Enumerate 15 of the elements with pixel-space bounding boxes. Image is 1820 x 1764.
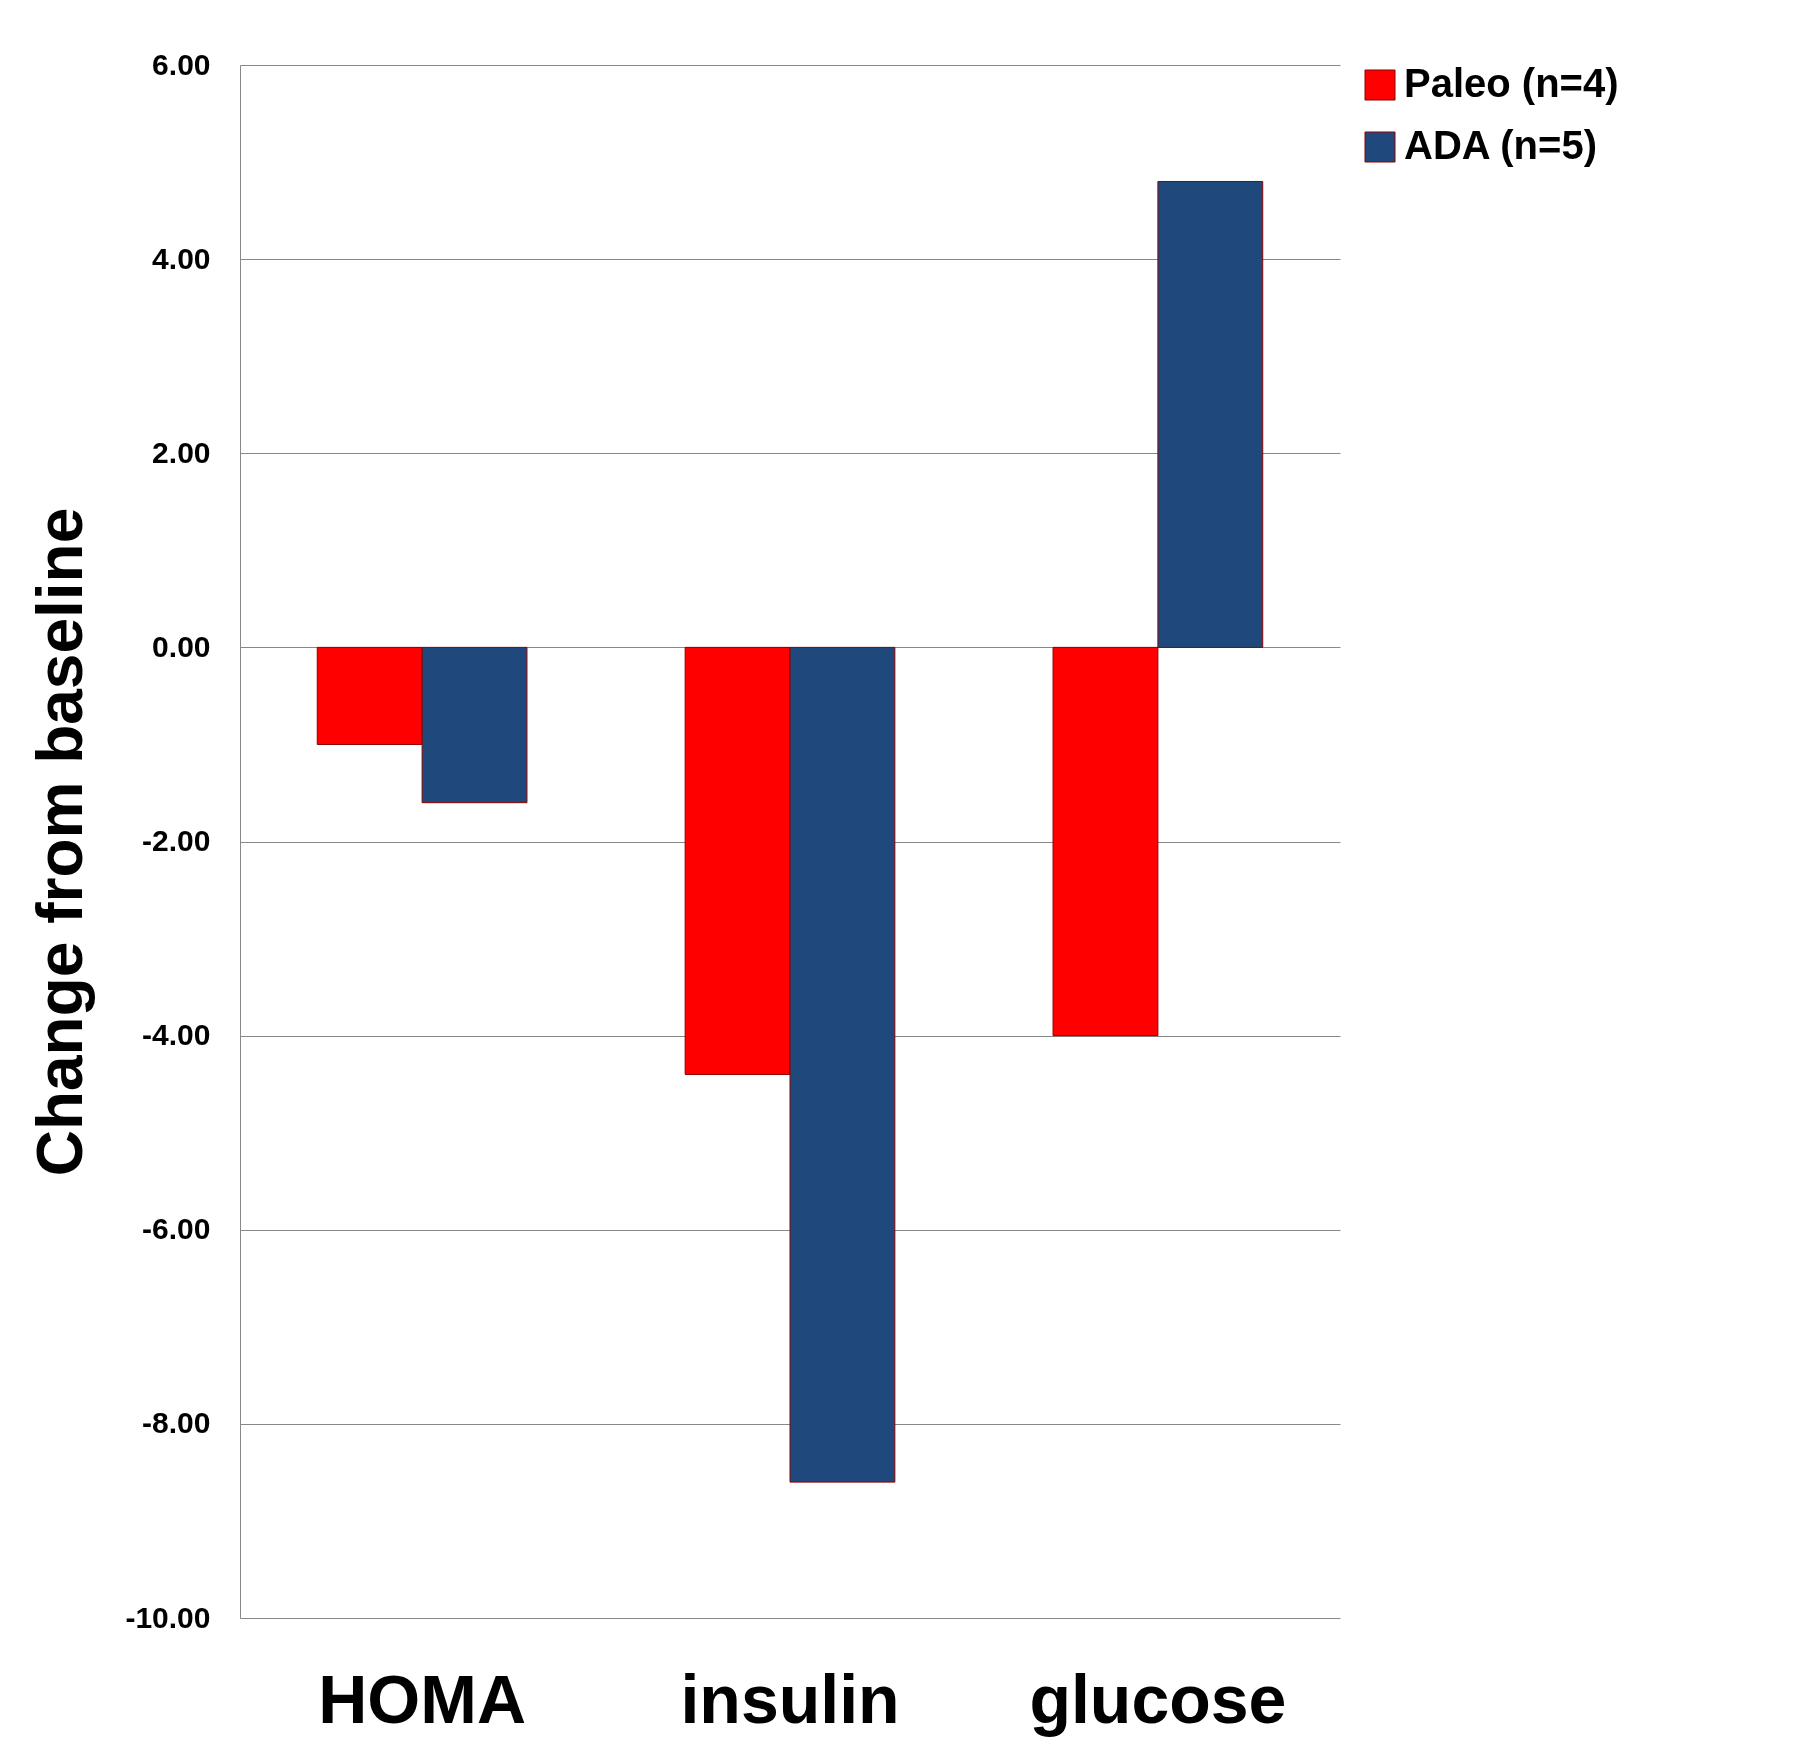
y-tick-label: 4.00 [152,241,211,275]
y-tick-label: 0.00 [152,629,211,663]
y-tick-label: -8.00 [142,1406,211,1440]
legend-label: Paleo (n=4) [1404,61,1619,105]
y-tick-label: -6.00 [142,1212,211,1246]
y-tick-label: -10.00 [125,1600,211,1634]
x-tick-label: glucose [1029,1660,1287,1737]
y-tick-label: 6.00 [152,47,211,81]
y-tick-label: -4.00 [142,1018,211,1052]
y-tick-label: -2.00 [142,824,211,857]
x-tick-label: insulin [680,1660,900,1737]
legend-label: ADA (n=5) [1404,123,1597,167]
y-axis-title: Change from baseline [24,507,97,1177]
x-tick-label: HOMA [318,1660,526,1737]
y-tick-label: 2.00 [152,435,211,469]
